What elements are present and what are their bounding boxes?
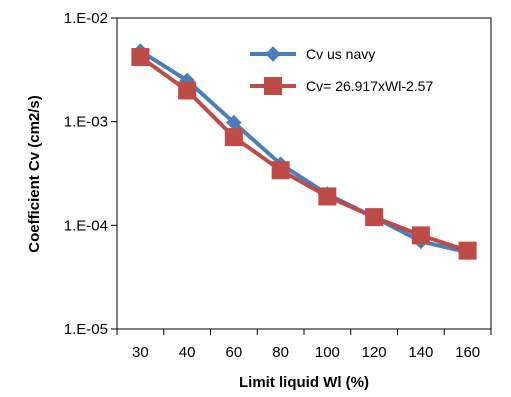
- legend-item: Cv us navy: [250, 46, 375, 62]
- data-point-square: [271, 161, 290, 180]
- y-tick-label: 1.E-03: [64, 114, 108, 131]
- legend-label: Cv= 26.917xWl-2.57: [306, 78, 433, 94]
- y-tick-label: 1.E-02: [64, 10, 108, 27]
- plot-area: [116, 17, 492, 330]
- x-axis-title: Limit liquid Wl (%): [239, 374, 369, 391]
- data-point-square: [131, 48, 150, 67]
- x-tick-label: 80: [272, 344, 289, 361]
- legend-item: Cv= 26.917xWl-2.57: [250, 77, 433, 95]
- data-point-square: [178, 81, 197, 100]
- y-tick-label: 1.E-05: [64, 321, 108, 338]
- legend-marker: [264, 77, 282, 95]
- legend: Cv us navy Cv= 26.917xWl-2.57: [250, 46, 433, 95]
- legend-label: Cv us navy: [306, 46, 375, 62]
- y-tick-label: 1.E-04: [64, 217, 108, 234]
- x-tick-label: 160: [455, 344, 480, 361]
- x-tick-label: 40: [179, 344, 196, 361]
- data-point-square: [411, 226, 430, 245]
- data-point-square: [458, 241, 477, 260]
- series-2: [131, 48, 477, 260]
- data-point-square: [318, 187, 337, 206]
- x-axis: 30 40 60 80 100 120 140 160: [116, 329, 492, 361]
- y-axis: 1.E-02 1.E-03 1.E-04 1.E-05: [64, 10, 117, 338]
- x-tick-label: 30: [132, 344, 149, 361]
- x-tick-label: 120: [362, 344, 387, 361]
- data-point-square: [365, 208, 384, 227]
- legend-marker: [265, 46, 281, 62]
- x-tick-label: 140: [408, 344, 433, 361]
- x-tick-label: 100: [315, 344, 340, 361]
- x-tick-label: 60: [226, 344, 243, 361]
- series-layer: [131, 43, 477, 260]
- y-axis-title: Coefficient Cv (cm2/s): [26, 95, 43, 253]
- data-point-square: [224, 128, 243, 147]
